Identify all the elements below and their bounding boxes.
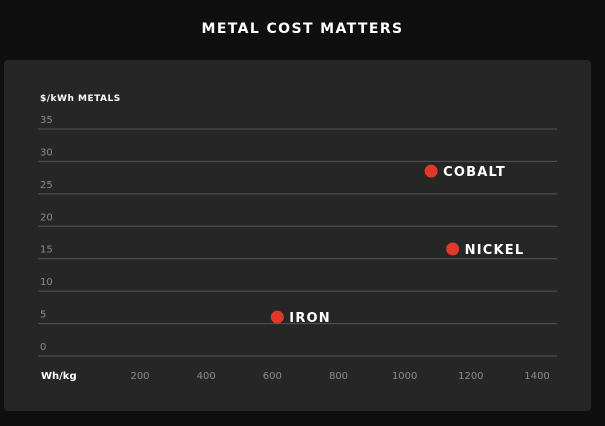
data-point-label: IRON	[289, 311, 331, 326]
x-axis-title: Wh/kg	[41, 371, 77, 382]
x-tick-label: 200	[130, 371, 149, 382]
x-tick-label: 1000	[392, 371, 417, 382]
y-tick-label: 30	[40, 147, 53, 158]
x-tick-label: 1400	[524, 371, 549, 382]
x-tick-label: 600	[263, 371, 282, 382]
y-tick-label: 10	[40, 277, 53, 288]
y-tick-label: 5	[40, 310, 46, 321]
chart-title: METAL COST MATTERS	[201, 21, 404, 37]
x-tick-label: 400	[197, 371, 216, 382]
y-tick-label: 25	[40, 180, 53, 191]
y-axis-title: $/kWh METALS	[40, 94, 121, 104]
x-tick-label: 800	[329, 371, 348, 382]
data-point-label: NICKEL	[465, 243, 525, 258]
y-tick-label: 15	[40, 245, 53, 256]
data-point-label: COBALT	[443, 165, 506, 180]
chart-panel	[4, 60, 591, 411]
y-tick-label: 20	[40, 212, 53, 223]
data-point	[270, 310, 284, 324]
y-tick-label: 35	[40, 115, 53, 126]
y-tick-label: 0	[40, 342, 46, 353]
x-tick-label: 1200	[458, 371, 483, 382]
data-point	[424, 164, 438, 178]
data-point	[446, 242, 460, 256]
